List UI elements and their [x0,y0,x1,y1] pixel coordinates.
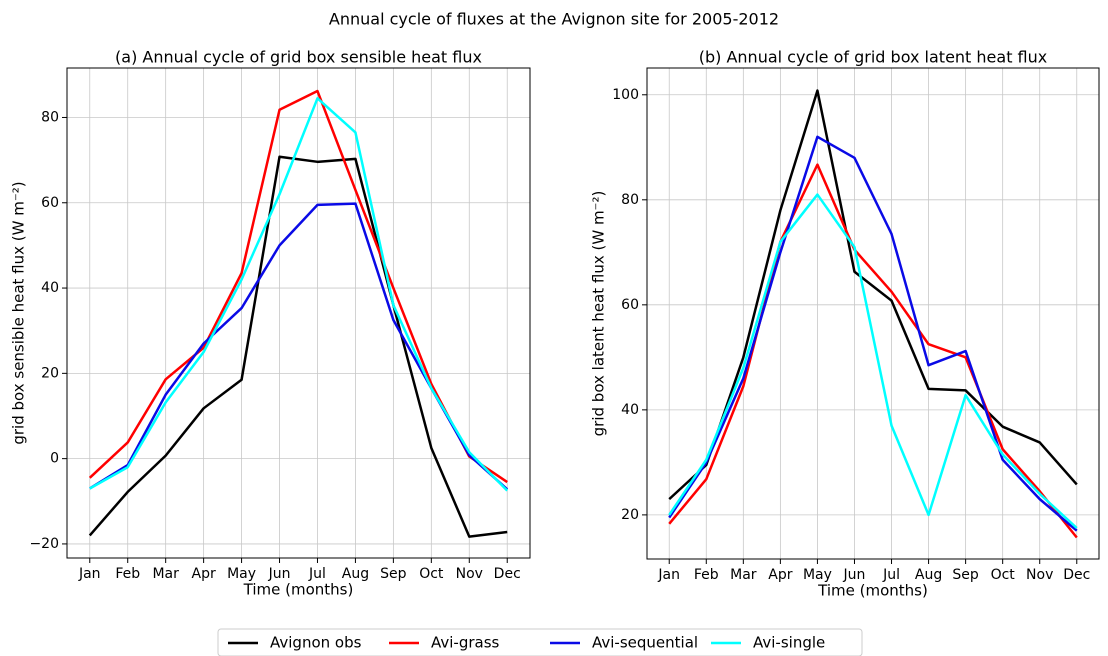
series-line [88,89,508,484]
x-axis-label: Time (months) [817,582,928,600]
x-tick-label: Jan [657,567,680,583]
plot-frame [66,67,531,559]
y-tick-label: 80 [41,109,59,125]
x-tick-label: May [803,567,832,583]
x-tick-label: Mar [152,566,179,582]
y-tick-label: 100 [612,87,639,103]
x-tick-label: Jul [308,566,326,582]
x-tick-label: Dec [1063,567,1090,583]
y-tick-label: 40 [621,402,639,418]
x-tick-label: Aug [915,567,942,583]
x-tick-label: Nov [456,566,483,582]
y-tick-label: 80 [621,192,639,208]
x-tick-label: Oct [419,566,444,582]
x-tick-label: Nov [1026,567,1053,583]
y-axis-label: grid box sensible heat flux (W m⁻²) [10,181,28,444]
x-tick-label: Jun [268,566,291,582]
x-tick-label: May [227,566,256,582]
y-tick-label: 60 [621,297,639,313]
chart-title: (b) Annual cycle of grid box latent heat… [699,48,1048,67]
legend-box [217,628,863,656]
y-tick-label: 20 [621,507,639,523]
series-line [88,155,508,538]
x-tick-label: Mar [730,567,757,583]
y-tick-label: −20 [29,536,59,552]
x-tick-label: Jul [882,567,900,583]
x-tick-label: Sep [380,566,407,582]
chart-title: (a) Annual cycle of grid box sensible he… [115,48,482,67]
legend-label: Avi-single [753,634,825,652]
series-line [89,202,509,491]
x-tick-label: Oct [991,567,1016,583]
plot-frame [646,67,1100,560]
x-tick-label: Aug [342,566,369,582]
y-tick-label: 60 [41,195,59,211]
x-tick-label: Dec [494,566,521,582]
y-axis-label: grid box latent heat flux (W m⁻²) [590,191,608,437]
x-tick-label: Apr [192,566,216,582]
x-tick-label: Jun [843,567,866,583]
series-line [668,163,1078,539]
legend-label: Avi-grass [431,634,500,652]
x-tick-label: Sep [952,567,979,583]
series-line [668,193,1078,529]
x-tick-label: Feb [694,567,719,583]
x-tick-label: Jan [78,566,101,582]
x-axis-label: Time (months) [243,581,354,599]
series-line [668,89,1078,501]
y-tick-label: 0 [50,451,59,467]
y-tick-label: 20 [41,365,59,381]
series-line [89,97,509,492]
x-tick-label: Apr [768,567,792,583]
y-tick-label: 40 [41,280,59,296]
figure-title: Annual cycle of fluxes at the Avignon si… [329,10,779,29]
series-line [668,135,1078,532]
x-tick-label: Feb [115,566,140,582]
legend-label: Avi-sequential [592,634,698,652]
legend-label: Avignon obs [270,634,362,652]
